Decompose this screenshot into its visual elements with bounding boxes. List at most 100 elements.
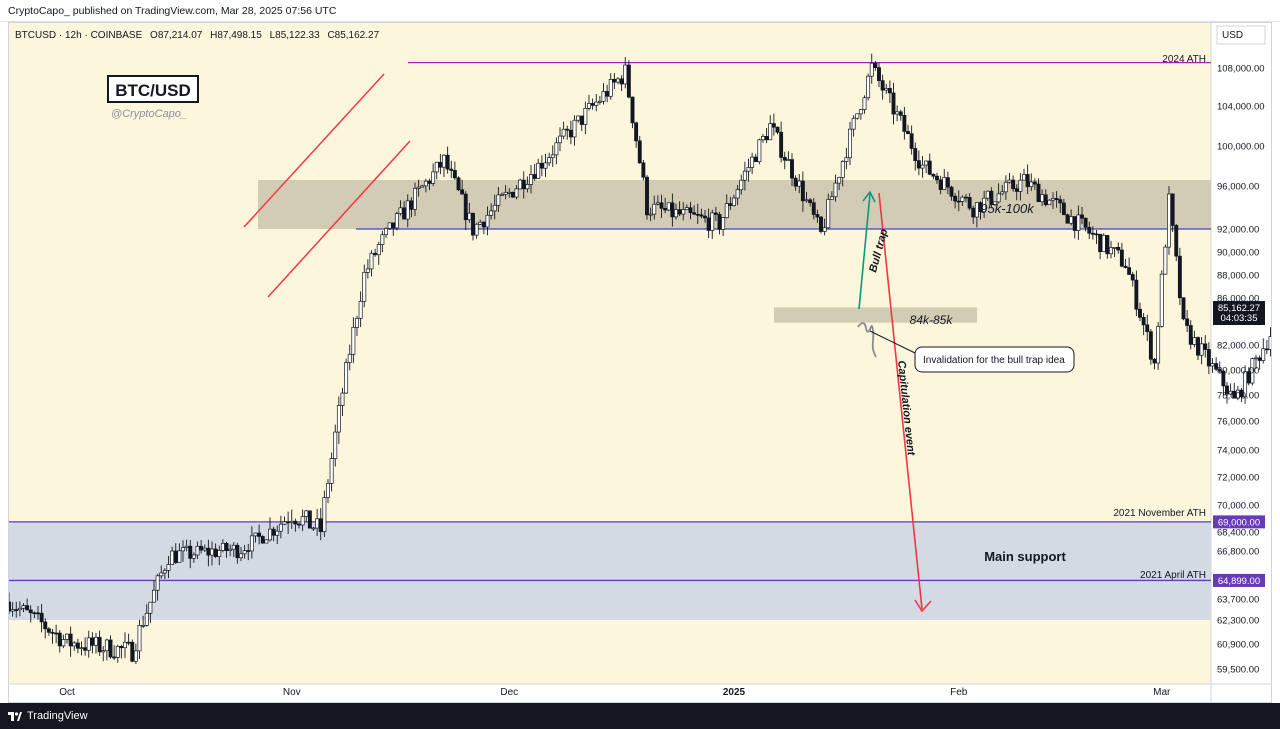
footer-brand: TradingView: [27, 710, 88, 722]
candle: [811, 198, 816, 220]
candle: [500, 192, 504, 196]
capitulation-arrow[interactable]: [878, 192, 923, 610]
candle-body: [612, 78, 617, 83]
candle-body: [623, 64, 628, 85]
candle-body: [1268, 336, 1271, 350]
candle-body: [68, 633, 73, 647]
main-support-zone[interactable]: [9, 521, 1211, 620]
candle-body: [94, 636, 98, 646]
candle: [793, 175, 798, 191]
candle-body: [1018, 179, 1023, 192]
candle: [659, 194, 664, 219]
candle: [1065, 213, 1070, 224]
candle-body: [239, 553, 243, 559]
candle-body: [1040, 194, 1045, 203]
candle: [1268, 327, 1271, 357]
candle-body: [935, 175, 939, 181]
candle: [510, 191, 515, 198]
candle: [43, 618, 48, 639]
candle-body: [344, 362, 349, 394]
candle: [1083, 217, 1088, 232]
currency-button[interactable]: [1216, 25, 1266, 45]
tradingview-footer[interactable]: TradingView: [0, 703, 1280, 729]
channel-lower-line[interactable]: [267, 140, 411, 298]
candle-body: [906, 131, 910, 135]
candle: [757, 138, 762, 165]
candle-body: [181, 547, 185, 552]
candle: [855, 113, 860, 120]
candle-body: [431, 171, 436, 184]
zone-95k-100k-label: 95k-100k: [980, 201, 1035, 216]
candle-body: [536, 162, 541, 179]
candle-body: [423, 180, 428, 187]
candle: [249, 526, 254, 559]
candle-body: [757, 139, 762, 163]
candle-body: [1138, 308, 1142, 318]
candle: [891, 82, 896, 125]
legend-high: H87,498.15: [210, 30, 262, 41]
candle: [358, 291, 363, 328]
candle-body: [1011, 179, 1016, 190]
price-chart[interactable]: Bull trap Capitulation event Invalidatio…: [9, 23, 1271, 702]
candle: [14, 601, 19, 618]
candle: [28, 605, 33, 623]
candle: [289, 509, 294, 529]
channel-upper-line[interactable]: [243, 73, 385, 228]
zone-84k-85k[interactable]: [774, 307, 977, 323]
candle-body: [833, 182, 838, 198]
candle-body: [568, 129, 573, 138]
candle-body: [43, 621, 48, 630]
candle: [1112, 246, 1117, 258]
candle-body: [1076, 214, 1081, 231]
candle: [210, 541, 214, 566]
candle-body: [1196, 337, 1200, 356]
symbol-legend[interactable]: BTCUSD · 12h · COINBASE O87,214.07 H87,4…: [15, 30, 380, 41]
candle: [608, 73, 613, 100]
candle: [590, 98, 595, 110]
candle: [550, 145, 555, 167]
time-axis[interactable]: OctNovDec2025FebMarAprMayJun: [59, 687, 1271, 698]
candle-body: [927, 160, 932, 175]
candle: [50, 628, 55, 644]
candle: [405, 194, 410, 228]
candle-body: [779, 131, 784, 158]
candle-body: [471, 212, 475, 236]
candle: [1069, 209, 1074, 226]
candle-body: [112, 656, 117, 659]
candle-body: [1152, 358, 1157, 364]
candle-body: [130, 641, 135, 662]
bull-trap-arrow[interactable]: [858, 193, 871, 310]
candle-body: [9, 601, 11, 612]
candle-body: [993, 201, 997, 205]
candle: [732, 194, 736, 207]
time-tick-label: Oct: [59, 687, 75, 698]
candle: [1217, 361, 1222, 374]
candle-body: [297, 523, 301, 526]
candle-body: [877, 67, 881, 82]
candle: [568, 120, 573, 145]
candle: [706, 208, 711, 238]
candle-body: [558, 135, 562, 144]
chart-labels-layer: 2024 ATH 2021 November ATH 2021 April AT…: [107, 54, 1206, 581]
candle-body: [416, 186, 421, 189]
candle-body: [630, 96, 635, 124]
candle-body: [608, 78, 613, 97]
candle: [311, 526, 316, 532]
candle: [1007, 172, 1012, 184]
invalidation-callout[interactable]: [914, 346, 1075, 373]
candle-body: [978, 202, 983, 213]
candle: [634, 121, 639, 148]
candle-body: [1163, 246, 1168, 275]
candle-body: [666, 202, 671, 211]
candle: [652, 195, 657, 220]
candle-body: [347, 353, 352, 363]
candle-body: [543, 162, 548, 169]
candle: [1101, 233, 1106, 253]
candle: [72, 641, 77, 651]
candle-body: [119, 646, 124, 649]
candle-body: [681, 209, 686, 215]
candle: [1199, 336, 1204, 365]
candle-body: [684, 207, 689, 210]
candle: [565, 125, 570, 140]
price-axis[interactable]: USD 108,000.00 104,000.00 100,000.00 96,000…: [1216, 25, 1266, 676]
